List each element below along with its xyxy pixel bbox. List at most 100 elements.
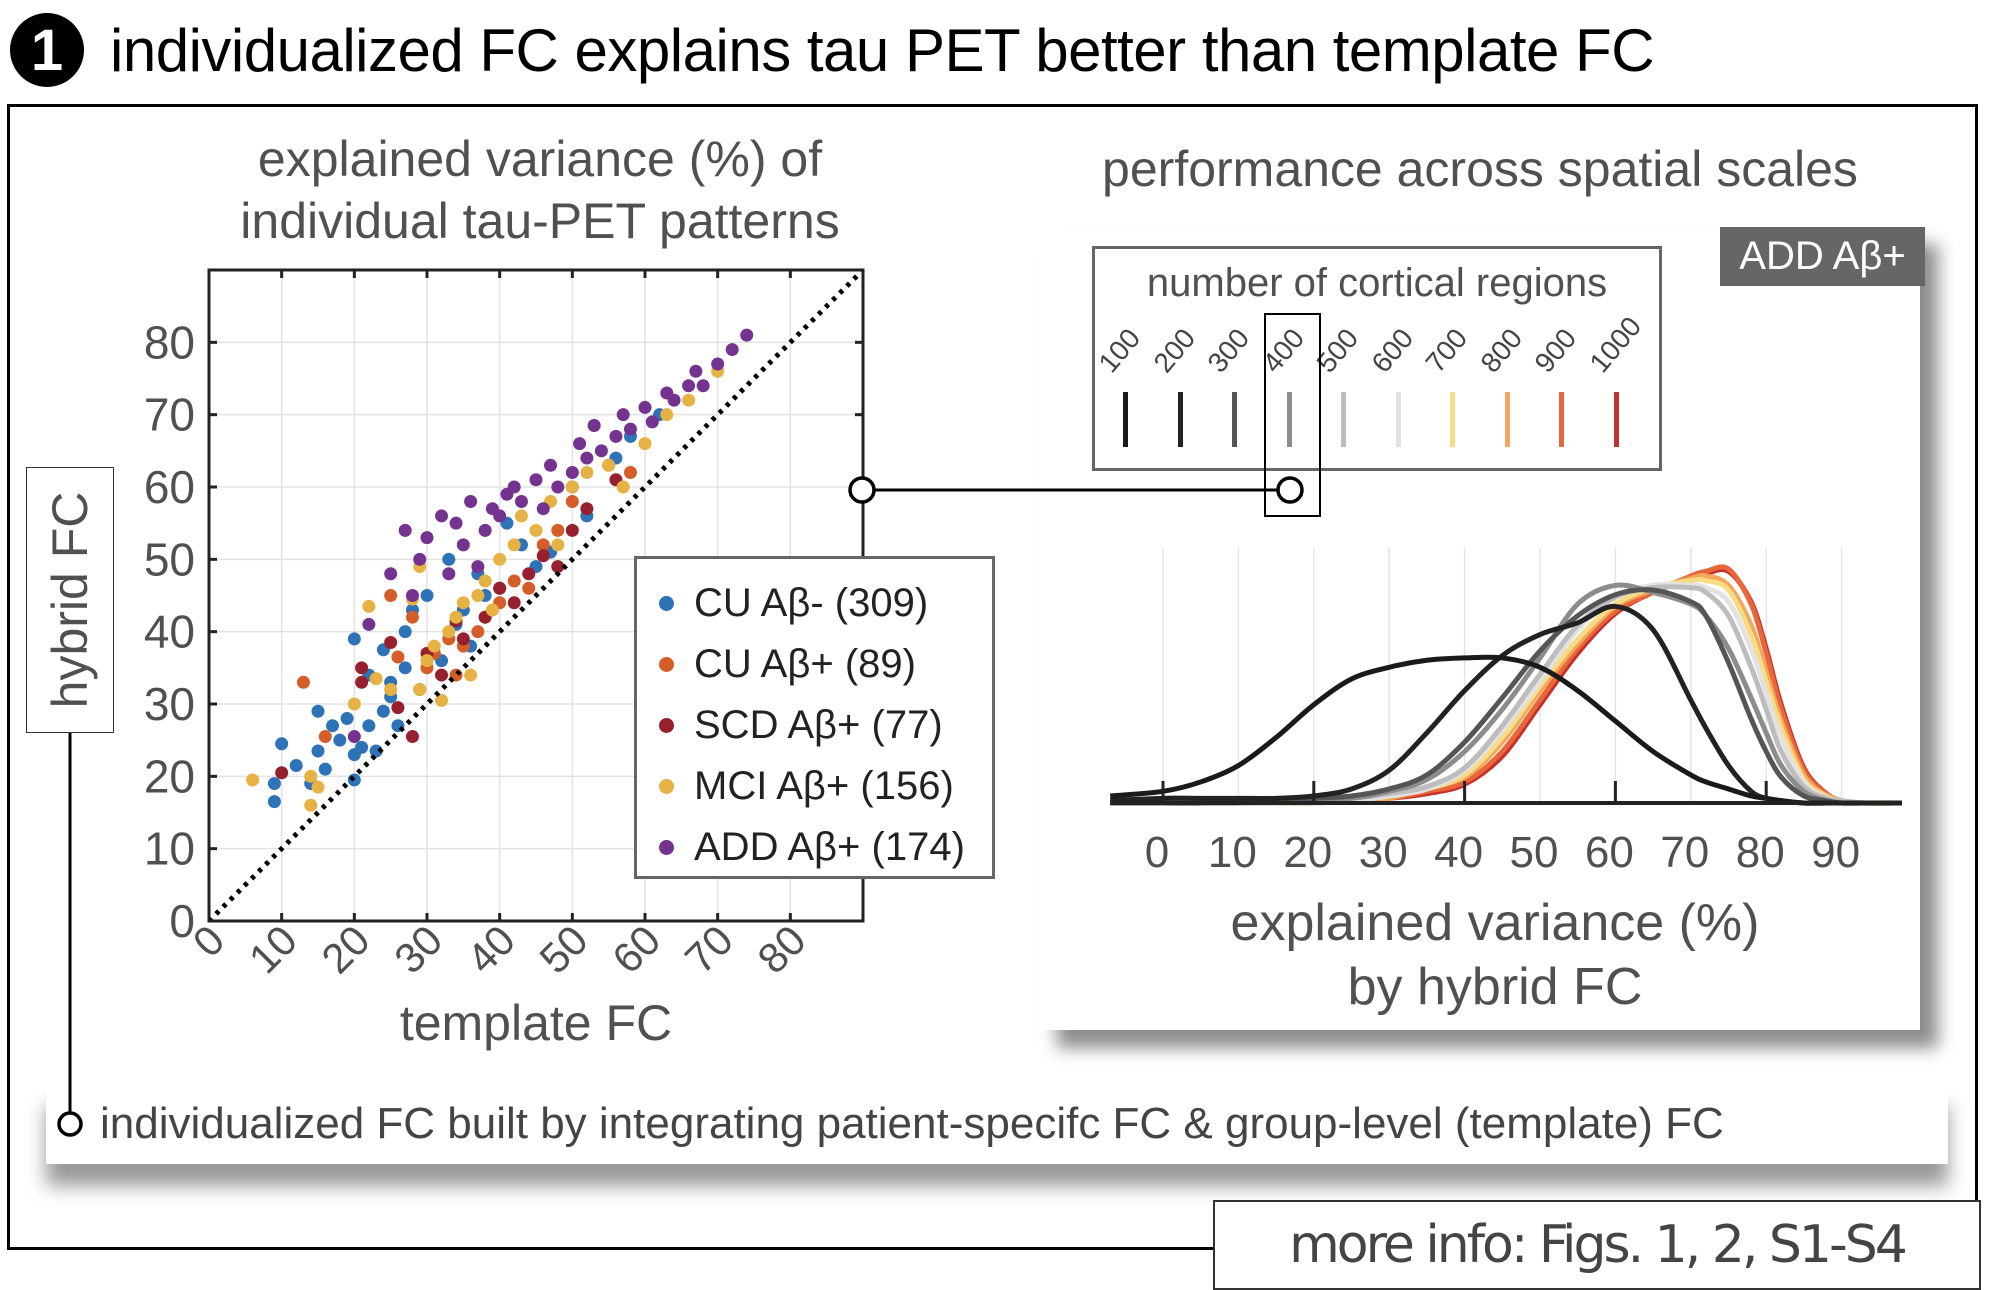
data-point	[594, 444, 608, 458]
data-point	[289, 758, 303, 772]
data-point	[580, 466, 594, 480]
region-swatch-700	[1450, 392, 1455, 447]
data-point	[267, 795, 281, 809]
data-point	[493, 552, 507, 566]
density-title: performance across spatial scales	[1102, 141, 1858, 197]
data-point	[551, 523, 565, 537]
data-point	[623, 466, 637, 480]
data-point	[456, 632, 470, 646]
data-point	[456, 596, 470, 610]
region-legend: number of cortical regions 100 200 300 400 5…	[1092, 246, 1662, 471]
more-info-text: more info: Figs. 1, 2, S1-S4	[1289, 1215, 1908, 1275]
data-point	[536, 502, 550, 516]
data-point	[347, 697, 361, 711]
scatter-title: explained variance (%) of individual tau…	[180, 128, 900, 252]
data-point	[645, 415, 659, 429]
connector-node-icon	[848, 476, 876, 504]
y-tick-label: 20	[144, 750, 195, 802]
x-tick-label: 0	[1145, 828, 1169, 877]
data-point	[420, 531, 434, 545]
data-point	[580, 451, 594, 465]
connector-node-icon	[57, 1111, 83, 1137]
data-point	[318, 762, 332, 776]
x-tick-label: 70	[1660, 828, 1709, 877]
data-point	[326, 719, 340, 733]
data-point	[442, 552, 456, 566]
data-point	[435, 509, 449, 523]
data-point	[507, 574, 521, 588]
x-axis-label: template FC	[400, 995, 672, 1051]
y-tick-label: 70	[144, 389, 195, 441]
region-swatch-900	[1559, 392, 1564, 447]
data-point	[369, 672, 383, 686]
data-point	[391, 650, 405, 664]
data-point	[616, 480, 630, 494]
data-point	[355, 675, 369, 689]
data-point	[267, 777, 281, 791]
data-point	[493, 509, 507, 523]
data-point	[420, 589, 434, 602]
data-point	[696, 379, 710, 393]
y-tick-label: 60	[144, 461, 195, 513]
caption-text: individualized FC built by integrating p…	[100, 1099, 1724, 1148]
x-tick-label: 40	[1434, 828, 1483, 877]
headline-title: individualized FC explains tau PET bette…	[110, 16, 1655, 84]
data-point	[246, 773, 260, 787]
data-point	[464, 494, 478, 508]
data-point	[405, 610, 419, 624]
data-point	[384, 567, 398, 581]
data-point	[275, 737, 289, 751]
outer-frame	[7, 104, 1978, 1250]
data-point	[362, 617, 376, 631]
data-point	[435, 693, 449, 707]
data-point	[304, 769, 318, 783]
data-point	[384, 589, 398, 602]
scatter-title-line1: explained variance (%) of	[257, 131, 823, 187]
y-axis-label-box: hybrid FC	[26, 467, 114, 733]
data-point	[522, 567, 536, 581]
data-point	[304, 798, 318, 812]
data-point	[311, 744, 325, 758]
data-point	[507, 596, 521, 610]
data-point	[682, 393, 696, 407]
x-axis-label-line2: by hybrid FC	[1348, 958, 1643, 1016]
x-tick-label: 30	[1359, 828, 1408, 877]
data-point	[413, 683, 427, 697]
region-swatch-100	[1123, 392, 1128, 447]
region-swatch-200	[1177, 392, 1183, 447]
data-point	[551, 560, 565, 574]
x-tick-label: 60	[1585, 828, 1634, 877]
region-swatch-300	[1232, 392, 1237, 447]
legend-marker-icon	[659, 657, 674, 672]
x-tick-label: 10	[1208, 828, 1257, 877]
data-point	[609, 429, 623, 443]
x-axis-label-line1: explained variance (%)	[1231, 894, 1760, 952]
region-swatch-600	[1395, 392, 1401, 447]
data-point	[485, 603, 499, 617]
density-plot: 0 10 20 30 40 50 60 70 80 90 explained variance (%…	[1109, 548, 1902, 1016]
data-point	[551, 538, 565, 552]
group-badge: ADD Aβ+	[1720, 227, 1925, 286]
data-point	[355, 740, 369, 754]
region-swatch-500	[1341, 392, 1346, 447]
data-point	[384, 636, 398, 650]
data-point	[565, 523, 579, 537]
data-point	[660, 408, 674, 422]
data-point	[725, 343, 739, 357]
legend-marker-icon	[659, 779, 674, 794]
data-point	[616, 408, 630, 422]
region-swatch-800	[1504, 392, 1510, 447]
data-point	[275, 766, 289, 780]
data-point	[449, 516, 463, 530]
data-point	[623, 422, 637, 436]
data-point	[442, 567, 456, 581]
data-point	[529, 523, 543, 537]
data-point	[478, 523, 492, 537]
region-swatch-400	[1286, 392, 1292, 447]
data-point	[529, 473, 543, 487]
data-point	[522, 581, 536, 595]
data-point	[638, 437, 652, 451]
legend-item: MCI Aβ+ (156)	[659, 756, 992, 817]
data-point	[311, 780, 325, 794]
region-swatch-1000	[1613, 392, 1619, 447]
